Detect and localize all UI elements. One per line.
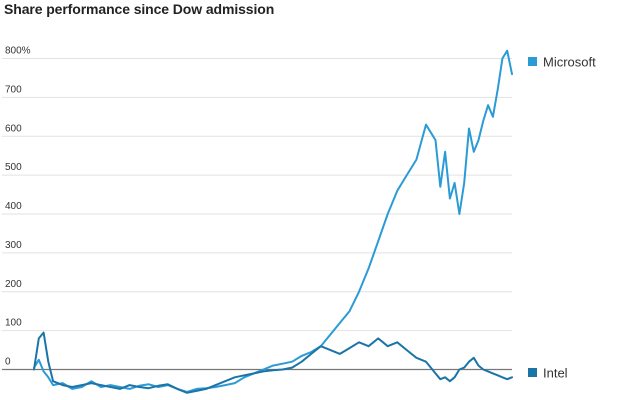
y-tick-label: 300 — [5, 240, 22, 251]
series-lines — [33, 49, 513, 394]
legend-label-microsoft: Microsoft — [543, 55, 596, 70]
y-tick-label: 600 — [5, 123, 22, 134]
series-line-intel — [33, 331, 513, 394]
grid-lines — [2, 58, 512, 371]
legend-marker-microsoft — [528, 57, 537, 66]
y-tick-label: 800% — [5, 46, 31, 57]
legend-label-intel: Intel — [543, 366, 568, 381]
y-tick-label: 700 — [5, 84, 22, 95]
y-tick-label: 400 — [5, 201, 22, 212]
y-tick-label: 200 — [5, 279, 22, 290]
legend: Microsoft Intel — [528, 55, 596, 381]
legend-marker-intel — [528, 368, 537, 377]
y-tick-label: 500 — [5, 162, 22, 173]
chart-title: Share performance since Dow admission — [4, 1, 275, 17]
y-axis-labels: 800% 700 600 500 400 300 200 100 0 — [5, 46, 31, 368]
series-line-microsoft — [33, 49, 513, 393]
y-tick-label: 100 — [5, 318, 22, 329]
y-tick-label: 0 — [5, 357, 11, 368]
